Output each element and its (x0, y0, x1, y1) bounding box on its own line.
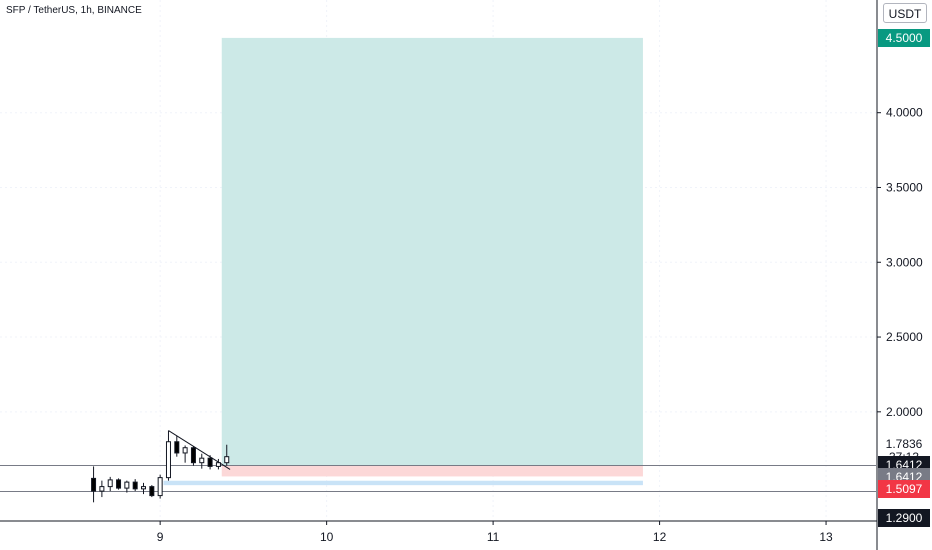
candle-body-down (91, 477, 97, 492)
price-tick-label: 4.0000 (886, 106, 923, 120)
candle-body-up (141, 486, 147, 490)
candle (182, 445, 188, 463)
candle-body-down (149, 486, 155, 497)
candle (99, 480, 105, 498)
horizontal-lines[interactable] (0, 464, 876, 492)
candle (157, 474, 163, 499)
candle-body-down (207, 457, 213, 467)
time-tick-label: 11 (487, 530, 500, 544)
candle (149, 485, 155, 498)
candle (174, 435, 180, 457)
time-tick-label: 10 (320, 530, 334, 544)
price-tag: 1.2900 (878, 509, 930, 528)
candle-body-down (116, 479, 122, 489)
price-tick-label: 3.0000 (886, 255, 923, 269)
candle (107, 476, 113, 492)
candle (91, 466, 97, 503)
candle (199, 453, 205, 469)
price-tick-label: 2.0000 (886, 405, 923, 419)
candle (116, 478, 122, 490)
profit-zone (221, 37, 643, 466)
candle-body-up (99, 486, 105, 492)
candle-body-down (132, 481, 138, 490)
blue-band (163, 480, 643, 486)
position-zones[interactable] (163, 37, 643, 486)
candle-body-up (124, 481, 130, 489)
candle-body-up (107, 479, 113, 488)
time-tick-label: 12 (653, 530, 667, 544)
candle-body-up (199, 457, 205, 464)
price-tag: 1.7836 (885, 437, 923, 452)
candle (141, 482, 147, 495)
candle (207, 455, 213, 470)
candle-body-up (165, 441, 171, 479)
candle-body-up (224, 456, 230, 464)
candle (224, 444, 230, 466)
time-tick-label: 13 (819, 530, 833, 544)
stop-loss-zone (221, 465, 643, 477)
candle-body-down (190, 447, 196, 464)
candle-body-up (182, 447, 188, 454)
candle (215, 458, 221, 470)
candle-body-up (215, 462, 221, 467)
price-tag: 1.5097 (878, 480, 930, 499)
candle (132, 479, 138, 492)
currency-button[interactable]: USDT (883, 3, 927, 23)
candle-body-down (174, 441, 180, 454)
price-tag: 4.5000 (878, 28, 930, 47)
symbol-title: SFP / TetherUS, 1h, BINANCE (6, 5, 142, 16)
time-tick-label: 9 (157, 530, 164, 544)
candle-body-up (157, 477, 163, 497)
candle (124, 480, 130, 493)
price-tick-label: 3.5000 (886, 180, 923, 194)
price-tick-label: 2.5000 (886, 330, 923, 344)
candle (190, 446, 196, 466)
candlestick-series (91, 430, 230, 503)
candle (165, 430, 171, 481)
